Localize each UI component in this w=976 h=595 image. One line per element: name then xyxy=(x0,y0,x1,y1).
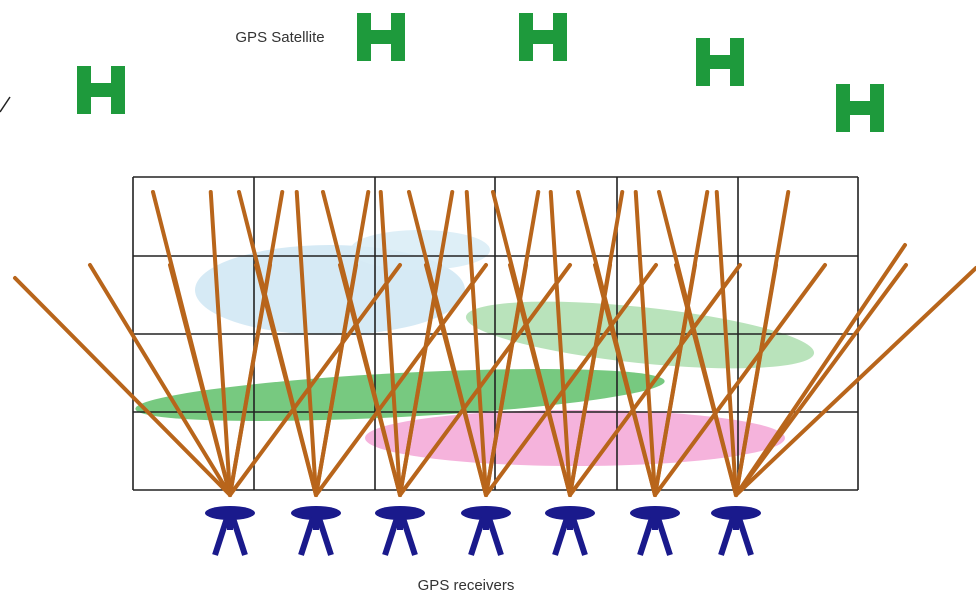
receiver-head xyxy=(545,506,595,520)
satellite xyxy=(519,13,567,61)
receiver-head xyxy=(630,506,680,520)
satellite-panel xyxy=(730,38,744,86)
receiver-head xyxy=(205,506,255,520)
satellite-panel xyxy=(870,84,884,132)
satellite xyxy=(836,84,884,132)
satellite-panel xyxy=(696,38,710,86)
satellite-body xyxy=(533,30,553,44)
receiver xyxy=(461,506,511,555)
ray xyxy=(736,245,905,495)
satellite xyxy=(696,38,744,86)
satellite-body xyxy=(371,30,391,44)
receiver-head xyxy=(375,506,425,520)
satellite-panel xyxy=(111,66,125,114)
receivers xyxy=(205,506,761,555)
receiver-legs xyxy=(301,518,331,555)
satellite xyxy=(357,13,405,61)
receiver-head xyxy=(461,506,511,520)
satellite-body xyxy=(850,101,870,115)
gps-tomography-diagram: GPS Satellite GPS receivers xyxy=(0,0,976,595)
receiver xyxy=(291,506,341,555)
satellite-body xyxy=(710,55,730,69)
receiver-legs xyxy=(555,518,585,555)
receiver-legs xyxy=(640,518,670,555)
receiver-legs xyxy=(215,518,245,555)
receiver xyxy=(630,506,680,555)
receiver-legs xyxy=(385,518,415,555)
receiver xyxy=(545,506,595,555)
receiver-head xyxy=(711,506,761,520)
receiver xyxy=(711,506,761,555)
page: {"labels": {"satellite": "GPS Satellite"… xyxy=(0,0,976,595)
satellite-panel xyxy=(357,13,371,61)
satellite xyxy=(77,66,125,114)
satellite-panel xyxy=(77,66,91,114)
receiver-legs xyxy=(721,518,751,555)
ray xyxy=(15,278,230,495)
receiver xyxy=(375,506,425,555)
satellite-panel xyxy=(553,13,567,61)
ray xyxy=(736,268,976,495)
receivers-label: GPS receivers xyxy=(418,577,515,594)
satellite-label: GPS Satellite xyxy=(235,29,324,46)
receiver xyxy=(205,506,255,555)
satellite-body xyxy=(91,83,111,97)
satellites xyxy=(77,13,884,132)
satellite-panel xyxy=(836,84,850,132)
receiver-legs xyxy=(471,518,501,555)
satellite-panel xyxy=(519,13,533,61)
satellite-panel xyxy=(391,13,405,61)
receiver-head xyxy=(291,506,341,520)
edge-mark xyxy=(0,97,10,112)
